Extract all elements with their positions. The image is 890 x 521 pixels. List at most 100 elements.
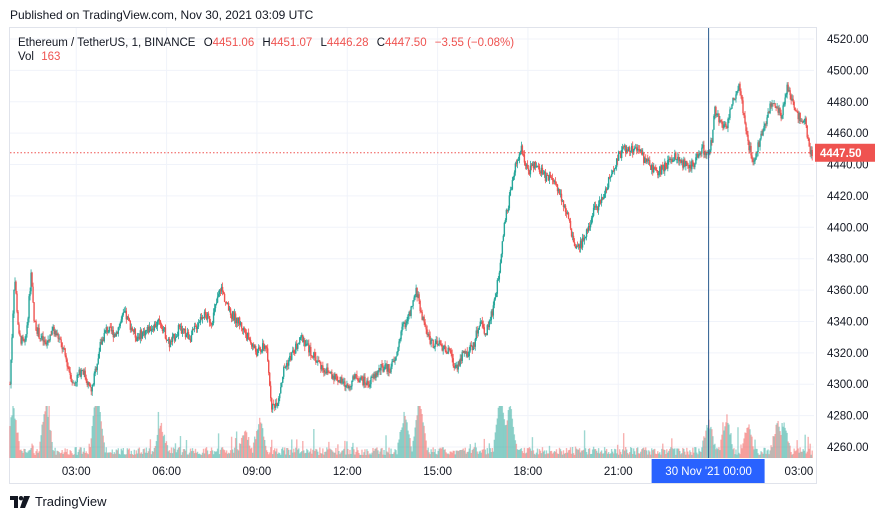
- volume-bar: [92, 415, 94, 458]
- candle-body: [164, 327, 167, 339]
- volume-bar: [38, 451, 40, 458]
- volume-bar: [796, 440, 798, 458]
- volume-bar: [668, 450, 670, 458]
- candle-body: [637, 149, 639, 151]
- candle-body: [562, 200, 565, 207]
- candle-body: [479, 321, 481, 327]
- candle-body: [11, 337, 13, 360]
- candle-body: [441, 344, 443, 351]
- candle-body: [180, 326, 183, 334]
- volume-bar: [413, 436, 415, 458]
- volume-bar: [545, 450, 548, 458]
- candle-body: [110, 326, 112, 332]
- candle-body: [244, 332, 247, 334]
- volume-bar: [356, 447, 358, 458]
- candle-body: [607, 177, 610, 188]
- volume-bar: [354, 454, 356, 458]
- candle-body: [444, 345, 446, 351]
- candle-body: [24, 340, 26, 342]
- tradingview-brand[interactable]: TradingView: [10, 494, 107, 509]
- candle-body: [419, 300, 421, 312]
- volume-bar: [434, 449, 436, 458]
- volume-bar: [259, 422, 262, 458]
- candle-body: [457, 361, 459, 370]
- candle-body: [360, 376, 362, 380]
- volume-bar: [288, 449, 290, 458]
- volume-bar: [608, 453, 611, 458]
- candle-body: [503, 222, 506, 236]
- candle-body: [115, 332, 117, 337]
- candle-body: [665, 162, 667, 168]
- volume-bar: [520, 448, 523, 458]
- volume-bar: [136, 453, 139, 458]
- candle-body: [35, 321, 37, 331]
- candle-body: [179, 326, 182, 328]
- candle-body: [34, 321, 36, 323]
- volume-bar: [132, 454, 135, 458]
- volume-bar: [23, 448, 25, 458]
- volume-bar: [336, 454, 338, 458]
- volume-bar: [534, 454, 537, 458]
- volume-bar: [766, 450, 768, 458]
- volume-bar: [663, 449, 665, 458]
- volume-bar: [760, 451, 762, 458]
- candle-body: [222, 291, 225, 294]
- candle-body: [85, 377, 87, 382]
- volume-bar: [291, 439, 293, 458]
- volume-bar: [201, 452, 204, 458]
- candle-body: [278, 398, 280, 404]
- candle-body: [125, 310, 128, 320]
- volume-bar: [764, 447, 766, 458]
- candle-body: [62, 348, 64, 350]
- candle-body: [387, 364, 389, 372]
- volume-bar: [58, 451, 60, 458]
- candle-body: [294, 353, 296, 354]
- volume-bar: [221, 447, 224, 458]
- candle-body: [245, 333, 248, 340]
- candle-body: [399, 339, 401, 342]
- candle-body: [190, 334, 193, 342]
- candle-body: [554, 181, 557, 184]
- volume-bar: [811, 450, 813, 458]
- volume-bar: [407, 430, 409, 458]
- volume-bar: [248, 445, 251, 458]
- volume-bar: [715, 449, 717, 458]
- volume-bar: [109, 452, 111, 458]
- candle-body: [713, 116, 715, 130]
- candle-body: [560, 193, 563, 202]
- candle-body: [660, 166, 662, 175]
- volume-bar: [703, 436, 705, 458]
- candle-body: [720, 120, 722, 122]
- candle-body: [630, 145, 633, 151]
- candle-body: [52, 326, 54, 331]
- volume-bar: [242, 435, 245, 458]
- candle-body: [792, 98, 794, 102]
- volume-bar: [64, 448, 66, 458]
- volume-bar: [604, 450, 607, 458]
- candle-body: [133, 328, 136, 332]
- candle-body: [78, 369, 80, 375]
- candle-body: [555, 183, 558, 185]
- candle-body: [610, 174, 613, 177]
- candle-body: [416, 287, 418, 298]
- candle-body: [451, 353, 453, 359]
- candle-body: [757, 142, 759, 153]
- candle-body: [33, 302, 35, 322]
- volume-bar: [394, 449, 396, 458]
- candle-body: [343, 381, 345, 383]
- volume-bar: [94, 406, 96, 458]
- volume-bar: [387, 452, 389, 458]
- candle-body: [790, 95, 792, 101]
- volume-bar: [775, 424, 777, 458]
- volume-bar: [219, 449, 222, 458]
- volume-bar: [166, 445, 169, 458]
- candle-body: [333, 375, 335, 380]
- volume-bar: [470, 452, 472, 458]
- volume-bar: [569, 447, 572, 458]
- volume-bar: [313, 429, 315, 458]
- candle-body: [623, 145, 626, 147]
- volume-bar: [227, 452, 230, 458]
- volume-bar: [380, 448, 382, 458]
- candle-body: [810, 149, 812, 155]
